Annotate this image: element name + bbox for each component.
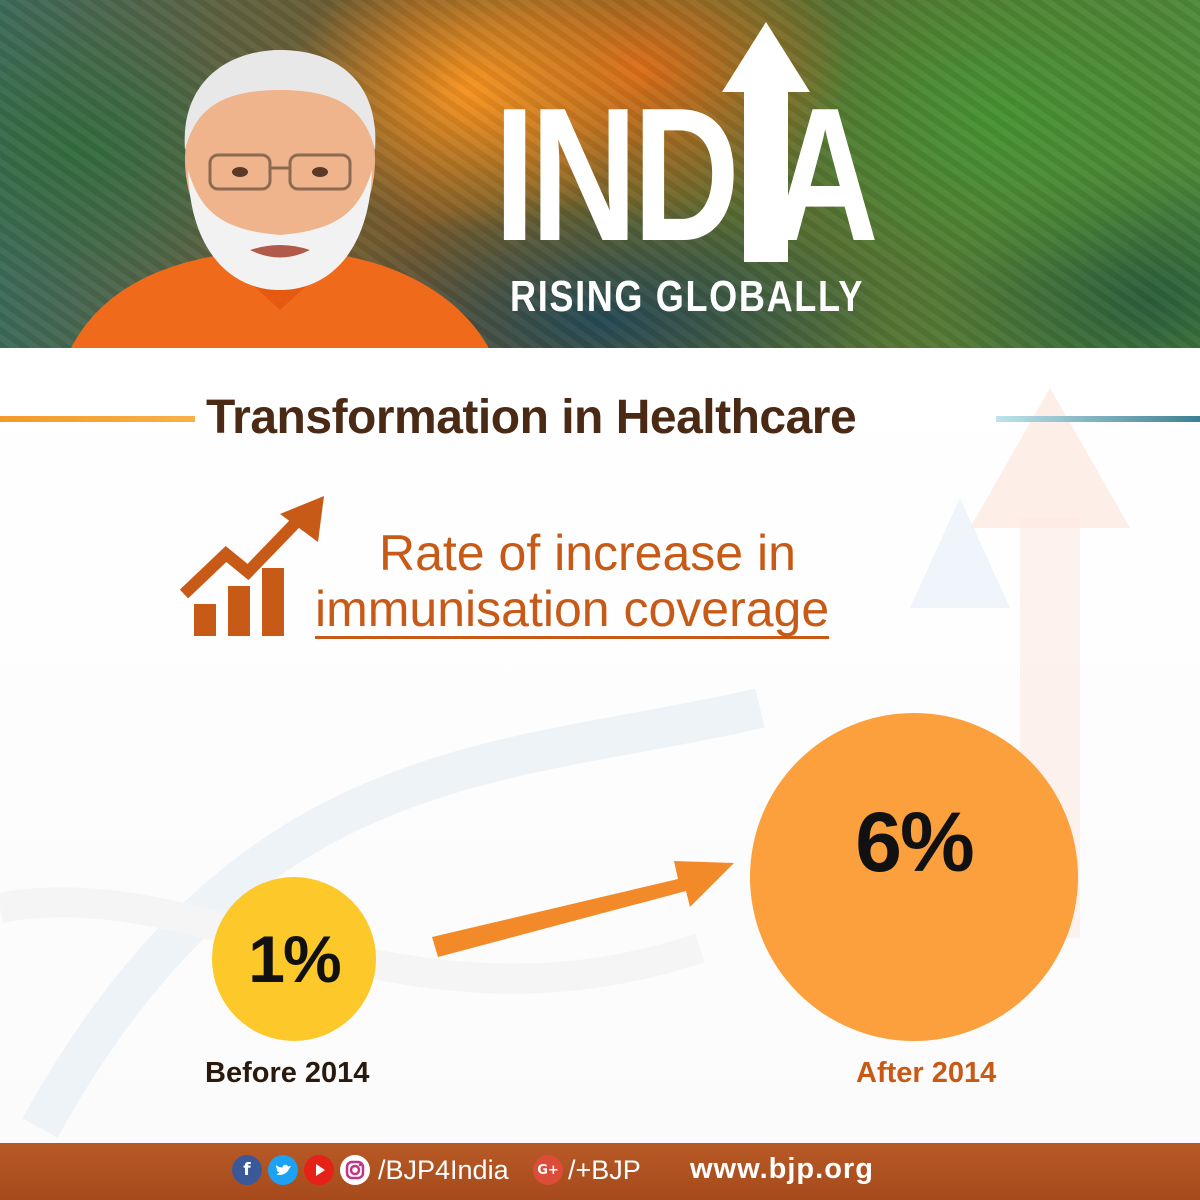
after-stat-label: After 2014 (856, 1057, 997, 1089)
heading-rule-left (0, 416, 195, 422)
header-banner: INDIA RISING GLOBALLY (0, 0, 1200, 348)
twitter-icon[interactable] (268, 1155, 298, 1185)
google-plus-icon[interactable]: G+ (533, 1155, 563, 1185)
google-plus-glyph: G+ (537, 1162, 559, 1178)
google-plus-handle[interactable]: /+BJP (568, 1155, 641, 1185)
background-decoration (0, 388, 1130, 1138)
facebook-glyph: f (243, 1160, 251, 1180)
after-stat-circle: 6% (750, 713, 1078, 1041)
trend-arrow-icon (432, 861, 734, 957)
leader-portrait (71, 50, 489, 348)
rising-arrow-icon (722, 22, 810, 262)
content-area (0, 348, 1200, 1143)
growth-chart-icon (179, 496, 324, 636)
footer-bar (0, 1143, 1200, 1200)
subheading-line-1: Rate of increase in (379, 525, 796, 581)
subheading-line-2: immunisation coverage (315, 581, 830, 637)
section-heading: Transformation in Healthcare (206, 391, 857, 444)
social-handle[interactable]: /BJP4India (378, 1155, 509, 1185)
before-stat-value: 1% (248, 922, 341, 996)
twitter-bird (276, 1164, 291, 1175)
youtube-icon[interactable] (304, 1155, 334, 1185)
facebook-icon[interactable]: f (232, 1155, 262, 1185)
after-stat-value: 6% (855, 794, 974, 889)
heading-rule-right (996, 416, 1200, 422)
india-wordmark: INDIA (494, 69, 879, 281)
youtube-play (316, 1164, 325, 1176)
before-stat-label: Before 2014 (205, 1057, 370, 1089)
banner-tagline: RISING GLOBALLY (510, 272, 865, 321)
website-link[interactable]: www.bjp.org (690, 1153, 874, 1185)
instagram-camera (345, 1160, 365, 1180)
before-stat-circle: 1% (212, 877, 376, 1041)
instagram-icon[interactable] (340, 1155, 370, 1185)
